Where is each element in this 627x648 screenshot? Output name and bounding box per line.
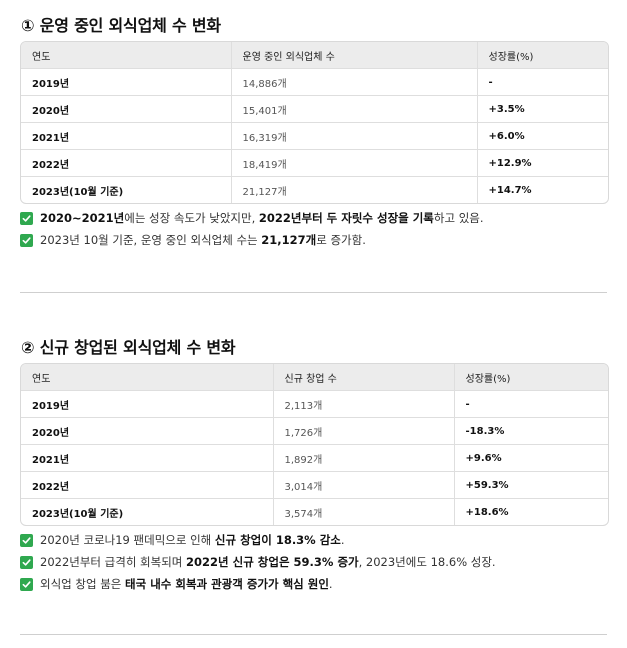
- section1-notes: 2020~2021년에는 성장 속도가 낮았지만, 2022년부터 두 자릿수 …: [20, 207, 610, 251]
- column-header-count: 운영 중인 외식업체 수: [231, 42, 478, 69]
- note-bold: 21,127개: [261, 233, 317, 247]
- table-row: 2021년 1,892개 +9.6%: [21, 444, 608, 472]
- section2-notes: 2020년 코로나19 팬데믹으로 인해 신규 창업이 18.3% 감소. 20…: [20, 529, 610, 595]
- column-header-rate: 성장률(%): [477, 42, 608, 69]
- count-cell: 15,401개: [231, 95, 478, 123]
- year-cell: 2020년: [21, 95, 232, 123]
- year-cell: 2021년: [21, 122, 232, 150]
- count-cell: 1,726개: [273, 417, 455, 445]
- rate-cell: -18.3%: [454, 417, 608, 445]
- note-bold: 2022년부터 두 자릿수 성장을 기록: [258, 211, 434, 225]
- rate-cell: +14.7%: [488, 184, 532, 196]
- section2-table: 연도 신규 창업 수 성장률(%) 2019년 2,113개 - 2020년 1…: [20, 363, 609, 526]
- note-text: 하고 있음.: [433, 211, 484, 225]
- count-cell: 2,113개: [273, 390, 455, 418]
- table-row: 2022년 3,014개 +59.3%: [21, 471, 608, 499]
- column-header-rate: 성장률(%): [454, 364, 608, 391]
- rate-cell: +9.6%: [454, 444, 608, 472]
- rate-cell: +6.0%: [477, 122, 608, 150]
- note-text: 외식업 창업 붐은: [40, 577, 126, 591]
- count-cell: 3,574개: [273, 498, 455, 525]
- year-cell: 2023년(10월 기준): [21, 176, 232, 203]
- rate-cell: -: [477, 68, 608, 96]
- count-cell: 18,419개: [231, 149, 478, 177]
- table-row: 2020년 15,401개 +3.5%: [21, 95, 608, 123]
- note-text: 2023년 10월 기준, 운영 중인 외식업체 수는: [40, 233, 262, 247]
- note-item: 2020년 코로나19 팬데믹으로 인해 신규 창업이 18.3% 감소.: [20, 529, 610, 551]
- year-cell: 2021년: [21, 444, 274, 472]
- note-text: .: [340, 533, 345, 547]
- section1-table: 연도 운영 중인 외식업체 수 성장률(%) 2019년 14,886개 - 2…: [20, 41, 609, 204]
- note-text: 2020년 코로나19 팬데믹으로 인해: [40, 533, 215, 547]
- section-divider: [20, 292, 607, 293]
- year-cell: 2023년(10월 기준): [21, 498, 274, 525]
- year-cell: 2019년: [21, 68, 232, 96]
- table-row: 2023년(10월 기준) 3,574개 +18.6%: [21, 498, 608, 525]
- note-text: 에는 성장 속도가 낮았지만,: [124, 211, 259, 225]
- count-cell: 14,886개: [231, 68, 478, 96]
- count-cell: 21,127개: [231, 176, 478, 203]
- note-text: , 2023년에도 18.6% 성장.: [358, 555, 496, 569]
- year-cell: 2019년: [21, 390, 274, 418]
- rate-cell: +18.6%: [465, 506, 509, 518]
- note-item: 2022년부터 급격히 회복되며 2022년 신규 창업은 59.3% 증가, …: [20, 551, 610, 573]
- year-cell: 2022년: [21, 149, 232, 177]
- table-row: 2019년 2,113개 -: [21, 390, 608, 418]
- rate-cell: +3.5%: [477, 95, 608, 123]
- note-item: 2020~2021년에는 성장 속도가 낮았지만, 2022년부터 두 자릿수 …: [20, 207, 610, 229]
- note-text: 로 증가함.: [316, 233, 366, 247]
- section1-heading: ① 운영 중인 외식업체 수 변화: [21, 16, 221, 35]
- rate-cell: +12.9%: [477, 149, 608, 177]
- check-icon: [20, 233, 33, 247]
- year-cell: 2020년: [21, 417, 274, 445]
- year-cell: 2022년: [21, 471, 274, 499]
- note-text: .: [328, 577, 333, 591]
- table-row: 2023년(10월 기준) 21,127개 +14.7%: [21, 176, 608, 203]
- rate-cell: +59.3%: [454, 471, 608, 499]
- column-header-year: 연도: [21, 42, 232, 69]
- note-item: 2023년 10월 기준, 운영 중인 외식업체 수는 21,127개로 증가함…: [20, 229, 610, 251]
- section-divider: [20, 634, 607, 635]
- table-row: 2021년 16,319개 +6.0%: [21, 122, 608, 150]
- note-bold: 2020~2021년: [40, 211, 125, 225]
- check-icon: [20, 211, 33, 225]
- check-icon: [20, 555, 33, 569]
- column-header-count: 신규 창업 수: [273, 364, 455, 391]
- note-text: 2022년부터 급격히 회복되며: [40, 555, 187, 569]
- count-cell: 16,319개: [231, 122, 478, 150]
- rate-cell: -: [454, 390, 608, 418]
- table-header-row: 연도 운영 중인 외식업체 수 성장률(%): [21, 42, 608, 69]
- table-header-row: 연도 신규 창업 수 성장률(%): [21, 364, 608, 391]
- count-cell: 1,892개: [273, 444, 455, 472]
- count-cell: 3,014개: [273, 471, 455, 499]
- note-bold: 태국 내수 회복과 관광객 증가가 핵심 원인: [125, 577, 329, 591]
- check-icon: [20, 533, 33, 547]
- note-bold: 신규 창업이 18.3% 감소: [214, 533, 341, 547]
- table-row: 2019년 14,886개 -: [21, 68, 608, 96]
- note-bold: 2022년 신규 창업은 59.3% 증가: [186, 555, 359, 569]
- check-icon: [20, 577, 33, 591]
- table-row: 2020년 1,726개 -18.3%: [21, 417, 608, 445]
- note-item: 외식업 창업 붐은 태국 내수 회복과 관광객 증가가 핵심 원인.: [20, 573, 610, 595]
- column-header-year: 연도: [21, 364, 274, 391]
- section2-heading: ② 신규 창업된 외식업체 수 변화: [21, 338, 236, 357]
- table-row: 2022년 18,419개 +12.9%: [21, 149, 608, 177]
